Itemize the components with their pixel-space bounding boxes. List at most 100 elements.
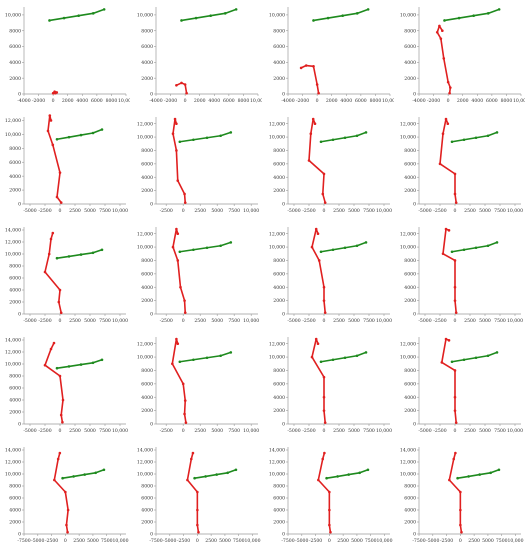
y-tick-label: 12,000	[137, 341, 153, 347]
x-tick-label: 5000	[348, 428, 360, 434]
x-tick-label: -5000	[419, 318, 432, 324]
red-series-point	[57, 300, 61, 304]
chart-panel-13: -5000 -2500 0 2500 5000 7500 10,00002000400060…	[5, 337, 128, 434]
green-series-point	[474, 246, 478, 250]
y-tick-label: 0	[282, 532, 285, 538]
y-tick-label: 0	[282, 202, 285, 208]
x-tick-label: -7500	[281, 538, 294, 544]
red-series-point	[176, 179, 179, 182]
red-series-point	[51, 231, 55, 235]
y-tick-label: 6000	[9, 276, 21, 282]
y-tick-label: 0	[413, 312, 416, 318]
x-tick-label: -2500	[159, 208, 172, 214]
x-tick-label: 2500	[464, 428, 476, 434]
x-tick-label: 6000	[91, 98, 103, 104]
y-tick-label: 4000	[141, 395, 153, 401]
x-tick-label: 10,000	[118, 98, 130, 104]
x-tick-label: 10,000	[112, 318, 128, 324]
red-series-point	[195, 508, 199, 512]
green-series-point	[319, 360, 322, 364]
green-series-point	[462, 138, 466, 142]
red-series-point	[322, 299, 325, 302]
x-tick-label: 0	[327, 538, 330, 544]
y-tick-label: 14,000	[5, 338, 21, 344]
chart-panel-15: -5000 -2500 0 2500 5000 7500 10,00002000400060…	[268, 337, 392, 434]
red-series-point	[64, 490, 67, 494]
green-series-line	[451, 241, 499, 253]
y-tick-label: 2000	[9, 188, 21, 194]
red-series-point	[455, 421, 458, 424]
x-tick-label: 8000	[501, 98, 513, 104]
x-tick-label: 10,000	[376, 538, 392, 544]
green-series-point	[450, 140, 454, 144]
red-series-point	[174, 337, 178, 341]
x-tick-label: 5000	[211, 318, 223, 324]
green-series-point	[191, 138, 195, 142]
y-tick-label: 8000	[405, 28, 417, 34]
y-tick-label: 8000	[9, 28, 21, 34]
green-series-point	[178, 250, 181, 254]
red-series-point	[58, 451, 62, 455]
x-tick-label: 0	[181, 428, 184, 434]
red-series-point	[183, 412, 186, 416]
x-tick-label: -5000	[31, 538, 44, 544]
red-series-point	[452, 457, 456, 461]
red-series-point	[49, 237, 53, 241]
y-tick-label: 8000	[141, 28, 153, 34]
x-tick-label: 0	[322, 318, 325, 324]
green-series-point	[474, 356, 478, 360]
y-tick-label: 8000	[9, 146, 21, 152]
y-tick-label: 6000	[405, 271, 417, 277]
y-tick-label: 12,000	[5, 240, 21, 246]
green-series-point	[355, 12, 359, 15]
green-series-point	[55, 256, 59, 260]
y-tick-label: 12,000	[268, 460, 284, 466]
y-tick-label: 12,000	[5, 350, 21, 356]
red-series-point	[66, 508, 70, 512]
red-series-point	[327, 508, 331, 512]
x-tick-label: -2500	[434, 208, 447, 214]
red-series-point	[58, 171, 62, 174]
red-series-point	[323, 201, 326, 204]
green-series-point	[319, 140, 322, 144]
red-series-point	[459, 490, 462, 494]
green-series-point	[67, 135, 71, 139]
x-tick-label: 7500	[228, 428, 240, 434]
chart-panel-14: -2500 0 2500 5000 7500 10,0000200040006000800…	[137, 337, 259, 434]
y-tick-label: 2000	[9, 76, 21, 82]
x-tick-label: 2500	[69, 208, 81, 214]
x-tick-label: 2000	[325, 98, 337, 104]
y-tick-label: 6000	[9, 386, 21, 392]
red-series-point	[320, 457, 324, 461]
red-series-point	[323, 311, 326, 314]
y-tick-label: 4000	[9, 60, 21, 66]
red-series-point	[51, 143, 55, 147]
green-series-point	[205, 136, 209, 140]
x-tick-label: -5000	[295, 538, 308, 544]
y-tick-label: 8000	[273, 484, 285, 490]
green-series-point	[204, 475, 207, 478]
y-tick-label: 2000	[405, 298, 417, 304]
red-series-line	[307, 118, 326, 204]
red-series-point	[307, 159, 310, 162]
x-tick-label: 10,000	[507, 318, 523, 324]
red-series-point	[447, 80, 450, 84]
x-tick-label: -2500	[38, 318, 51, 324]
green-series-point	[450, 360, 454, 364]
y-tick-label: 0	[150, 422, 153, 428]
green-series-point	[79, 133, 83, 137]
green-series-point	[456, 476, 460, 480]
y-tick-label: 0	[18, 312, 21, 318]
y-tick-label: 0	[413, 92, 416, 98]
green-series-point	[48, 19, 51, 22]
x-tick-label: -5000	[419, 428, 432, 434]
green-series-point	[234, 8, 238, 11]
x-tick-label: 2500	[333, 208, 345, 214]
red-series-point	[59, 311, 63, 315]
red-series-point	[53, 478, 56, 482]
x-tick-label: 6000	[355, 98, 367, 104]
red-series-point	[444, 337, 448, 341]
y-tick-label: 12,000	[137, 121, 153, 127]
y-tick-label: 12,000	[5, 118, 21, 124]
y-tick-label: 6000	[9, 160, 21, 166]
